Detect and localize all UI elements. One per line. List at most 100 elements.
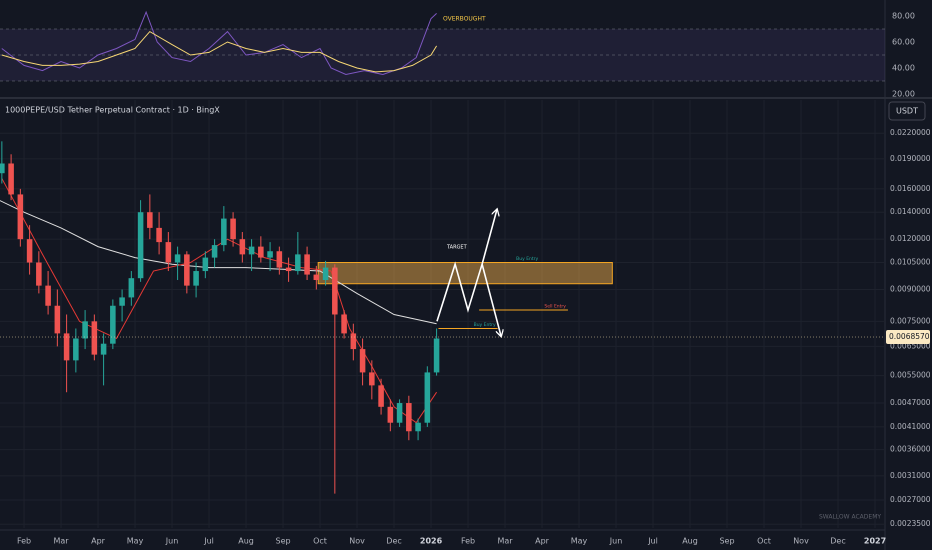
candle-body: [147, 212, 153, 228]
x-tick-label: Apr: [91, 537, 106, 546]
candle-body: [63, 333, 70, 361]
candle-body: [230, 218, 236, 240]
candle-body: [267, 251, 273, 258]
candle-body: [322, 267, 329, 281]
x-tick-label: Jul: [203, 537, 214, 546]
x-tick-label: May: [127, 537, 144, 546]
y-tick-label: 0.0036000: [890, 445, 931, 454]
entry-label: Buy Entry: [474, 322, 496, 328]
candle-body: [165, 242, 172, 263]
candle-body: [433, 338, 440, 373]
candle-body: [313, 274, 320, 281]
candle-body: [82, 321, 88, 339]
price-pane: 0.0220000 0.0190000 0.0160000 0.0140000 0.01…: [0, 100, 931, 546]
candle-body: [174, 254, 181, 263]
x-tick-label: Sep: [275, 537, 290, 546]
x-tick-label: Feb: [17, 537, 31, 546]
candle-body: [341, 314, 347, 334]
currency-box[interactable]: [888, 101, 926, 121]
x-tick-label: Dec: [386, 537, 401, 546]
candle-body: [369, 372, 375, 386]
projection-arrow: [481, 263, 501, 336]
candle-body: [350, 333, 357, 350]
x-tick-label: Sep: [719, 537, 734, 546]
x-tick-label: Jun: [165, 537, 179, 546]
candle-body: [258, 246, 264, 258]
chart-title: 1000PEPE/USD Tether Perpetual Contract ·…: [5, 106, 220, 115]
x-tick-label: May: [571, 537, 588, 546]
x-tick-label: Feb: [461, 537, 475, 546]
candle-body: [304, 254, 310, 275]
candle-body: [295, 254, 301, 272]
candle-body: [45, 285, 51, 306]
rsi-tick-label: 80.00: [892, 11, 915, 20]
y-tick-label: 0.0041000: [890, 422, 931, 431]
candle-body: [8, 163, 14, 195]
candle-body: [119, 297, 125, 306]
x-tick-label: Jul: [647, 537, 658, 546]
candle-body: [91, 321, 98, 355]
y-tick-label: 0.0190000: [890, 154, 931, 163]
candle-body: [54, 305, 61, 334]
last-price-box: [886, 330, 930, 345]
x-tick-label: Mar: [54, 537, 70, 546]
y-tick-label: 0.0047000: [890, 398, 931, 407]
x-tick-label: 2027: [864, 537, 886, 546]
overbought-label: OVERBOUGHT: [443, 16, 486, 23]
candle-body: [193, 271, 199, 286]
rsi-tick-label: 40.00: [892, 64, 915, 73]
target-label: TARGET: [446, 245, 468, 251]
candle-body: [128, 278, 135, 298]
candle-body: [285, 267, 292, 272]
x-tick-label: Oct: [757, 537, 771, 546]
y-tick-label: 0.0075000: [890, 316, 931, 325]
candle-body: [239, 239, 246, 255]
candle-body: [184, 254, 190, 286]
candle-body: [424, 372, 431, 423]
candle-body: [332, 267, 338, 315]
candle-body: [248, 246, 255, 255]
candle-body: [0, 163, 5, 174]
y-tick-label: 0.0055000: [890, 371, 931, 380]
rsi-band: [0, 28, 885, 82]
candle-body: [202, 257, 209, 272]
candle-body: [156, 227, 162, 243]
candle-body: [36, 262, 42, 286]
candle-body: [276, 251, 283, 268]
candle-body: [378, 385, 384, 407]
candle-body: [221, 218, 227, 246]
x-tick-label: Dec: [830, 537, 845, 546]
candle-body: [415, 422, 421, 432]
y-tick-label: 0.0027000: [890, 495, 931, 504]
rsi-tick-label: 20.00: [892, 90, 915, 99]
y-tick-label: 0.0220000: [890, 128, 931, 137]
x-tick-label: Oct: [313, 537, 327, 546]
last-price-label: 0.0068570: [889, 332, 930, 341]
candle-body: [396, 403, 403, 423]
candle-body: [17, 194, 24, 240]
candle-body: [137, 212, 144, 279]
x-tick-label: 2026: [420, 537, 443, 546]
candle-body: [211, 245, 218, 258]
rsi-pane: 80.00 60.00 40.00 20.00: [0, 10, 915, 99]
entry-label: Buy Entry: [516, 256, 538, 262]
candle-body: [26, 239, 33, 263]
y-tick-label: 0.0031000: [890, 471, 931, 480]
candle-body: [110, 305, 116, 344]
x-tick-label: Nov: [349, 537, 365, 546]
x-tick-label: Aug: [238, 537, 254, 546]
moving-average: [0, 200, 437, 325]
y-tick-label: 0.0160000: [890, 184, 931, 193]
y-tick-label: 0.0090000: [890, 284, 931, 293]
currency: USDT: [896, 107, 918, 116]
y-tick-label: 0.0120000: [890, 234, 931, 243]
y-tick-label: 0.0140000: [890, 207, 931, 216]
target-zone: [317, 262, 613, 285]
y-tick-label: 0.0065000: [890, 341, 931, 350]
candle-body: [387, 406, 394, 423]
entry-label: Sell Entry: [544, 304, 566, 310]
rsi-tick-label: 60.00: [892, 37, 915, 46]
x-tick-label: Mar: [497, 537, 513, 546]
rsi-line: [1, 30, 438, 73]
